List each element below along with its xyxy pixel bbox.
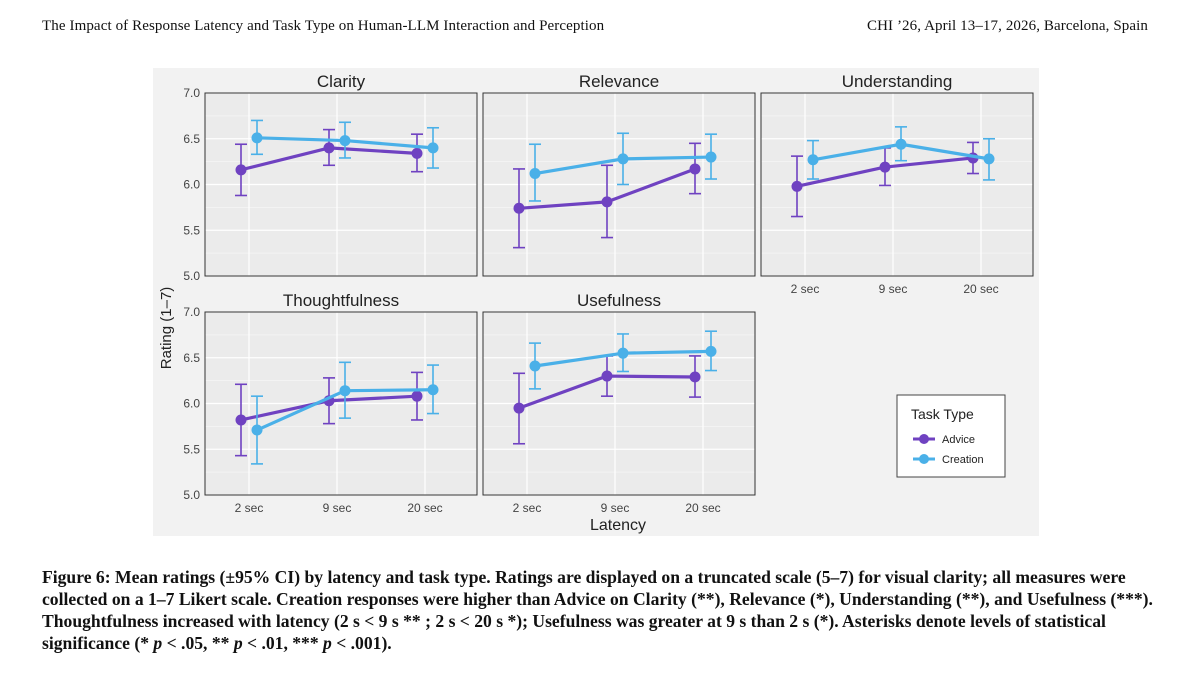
series-advice (513, 355, 701, 445)
panel-border (482, 92, 756, 277)
running-header-title: The Impact of Response Latency and Task … (42, 18, 605, 34)
legend-swatch-point (919, 434, 929, 444)
x-tick-label: 9 sec (601, 501, 630, 515)
data-point (513, 402, 525, 414)
data-point (411, 147, 423, 159)
caption-text-d: < .001). (331, 633, 392, 653)
panel-title: Understanding (842, 72, 953, 91)
y-tick-label: 5.5 (183, 223, 200, 237)
data-point (689, 163, 701, 175)
legend-title: Task Type (911, 406, 974, 422)
series-advice (513, 142, 701, 249)
series-creation (807, 126, 995, 181)
panel-title: Clarity (317, 72, 366, 91)
series-creation (251, 361, 439, 465)
data-point (791, 180, 803, 192)
y-axis-label: Rating (1–7) (158, 287, 175, 370)
y-tick-label: 6.0 (183, 178, 200, 192)
data-point (529, 360, 541, 372)
caption-p-symbol-2: p (233, 633, 243, 653)
data-point (705, 345, 717, 357)
data-point (601, 370, 613, 382)
panel-title: Thoughtfulness (283, 291, 399, 310)
x-tick-label: 20 sec (407, 501, 442, 515)
data-point (689, 371, 701, 383)
caption-p-symbol-1: p (153, 633, 163, 653)
data-point (705, 151, 717, 163)
data-point (617, 347, 629, 359)
y-tick-label: 7.0 (183, 305, 200, 319)
data-point (529, 168, 541, 180)
data-point (411, 390, 423, 402)
series-creation (251, 119, 439, 169)
panel-border (204, 311, 478, 496)
x-tick-label: 9 sec (323, 501, 352, 515)
data-point (323, 142, 335, 154)
series-creation (529, 132, 717, 202)
panel-title: Relevance (579, 72, 659, 91)
caption-text-a: Mean ratings (±95% CI) by latency and ta… (42, 567, 1153, 653)
legend-entry-creation: Creation (942, 454, 984, 466)
panel-border (760, 92, 1034, 277)
x-tick-label: 20 sec (963, 282, 998, 296)
panel-border (482, 311, 756, 496)
x-tick-label: 2 sec (791, 282, 820, 296)
y-tick-label: 6.0 (183, 397, 200, 411)
legend-box (896, 394, 1006, 478)
data-point (427, 142, 439, 154)
data-point (251, 132, 263, 144)
y-tick-label: 5.0 (183, 269, 200, 283)
x-tick-label: 20 sec (685, 501, 720, 515)
data-point (235, 414, 247, 426)
data-point (427, 384, 439, 396)
series-advice (235, 128, 423, 197)
legend-swatch-point (919, 454, 929, 464)
figure-6-chart: Clarity 5.0 5.5 6.0 6.5 7.0 Relevance Understan… (153, 68, 1039, 536)
panel-usefulness: Usefulness 2 sec 9 sec 20 sec (482, 291, 756, 515)
data-point (617, 153, 629, 165)
figure-caption: Figure 6: Mean ratings (±95% CI) by late… (42, 566, 1160, 654)
x-tick-label: 2 sec (513, 501, 542, 515)
y-tick-label: 7.0 (183, 86, 200, 100)
data-point (235, 164, 247, 176)
y-tick-label: 6.5 (183, 132, 200, 146)
x-tick-label: 9 sec (879, 282, 908, 296)
caption-text-b: < .05, ** (162, 633, 234, 653)
caption-text-c: < .01, *** (242, 633, 324, 653)
y-tick-label: 5.5 (183, 442, 200, 456)
x-tick-label: 2 sec (235, 501, 264, 515)
x-axis-label: Latency (590, 517, 646, 534)
y-tick-label: 6.5 (183, 351, 200, 365)
data-point (339, 385, 351, 397)
figure-label: Figure 6: (42, 567, 111, 587)
panel-understanding: Understanding 2 sec 9 sec 20 sec (760, 72, 1034, 296)
panel-thoughtfulness: Thoughtfulness 5.0 5.5 6.0 6.5 7.0 2 sec 9 sec 2… (183, 291, 478, 515)
data-point (983, 153, 995, 165)
y-tick-label: 5.0 (183, 488, 200, 502)
series-advice (791, 141, 979, 218)
panel-clarity: Clarity 5.0 5.5 6.0 6.5 7.0 (183, 72, 478, 283)
data-point (513, 202, 525, 214)
data-point (601, 196, 613, 208)
data-point (339, 135, 351, 147)
caption-p-symbol-3: p (323, 633, 332, 653)
legend: Task Type Advice Creation (896, 394, 1006, 478)
panel-title: Usefulness (577, 291, 661, 310)
data-point (895, 138, 907, 150)
panel-border (204, 92, 478, 277)
panel-relevance: Relevance (482, 72, 756, 277)
running-header-venue: CHI ’26, April 13–17, 2026, Barcelona, S… (866, 18, 1148, 34)
data-point (251, 424, 263, 436)
data-point (879, 161, 891, 173)
data-point (807, 154, 819, 166)
series-creation (529, 330, 717, 390)
legend-entry-advice: Advice (942, 434, 975, 446)
